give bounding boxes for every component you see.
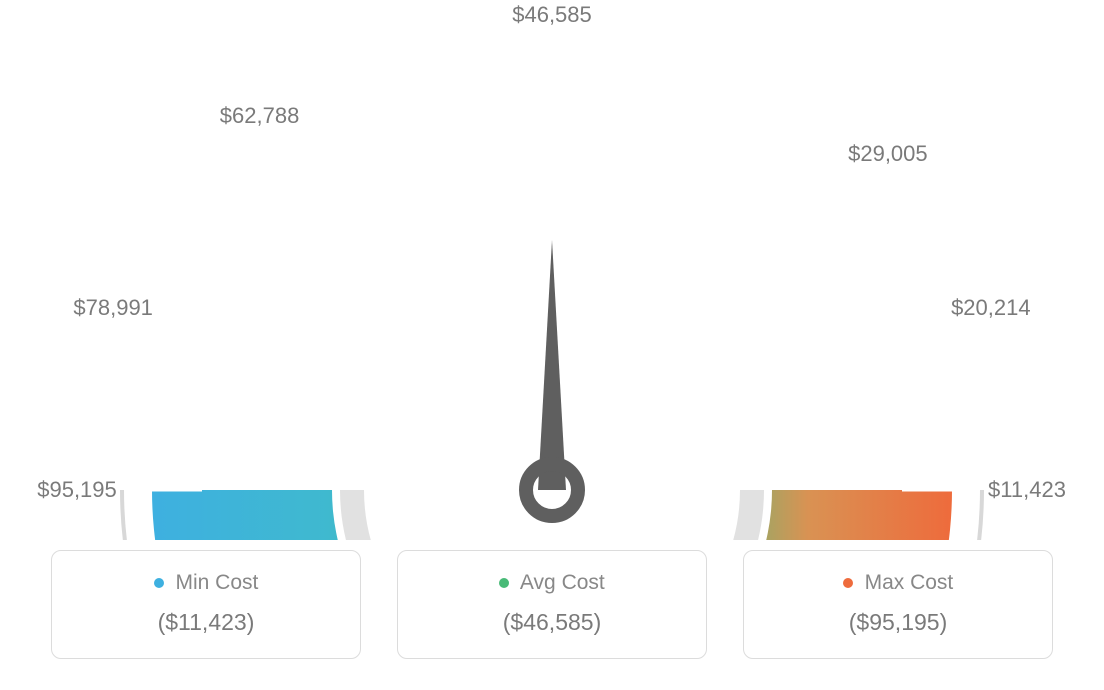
legend-title-max: Max Cost <box>754 571 1042 595</box>
legend-min-value: ($11,423) <box>62 609 350 636</box>
scale-label: $62,788 <box>220 103 300 129</box>
legend-title-avg: Avg Cost <box>408 571 696 595</box>
legend-avg-value: ($46,585) <box>408 609 696 636</box>
legend-avg-title-text: Avg Cost <box>520 571 605 594</box>
scale-label: $46,585 <box>512 2 592 28</box>
dot-icon <box>154 578 164 588</box>
legend-card-max: Max Cost ($95,195) <box>743 550 1053 659</box>
scale-label: $95,195 <box>37 477 117 503</box>
legend-card-avg: Avg Cost ($46,585) <box>397 550 707 659</box>
legend-max-value: ($95,195) <box>754 609 1042 636</box>
legend-card-min: Min Cost ($11,423) <box>51 550 361 659</box>
scale-label: $11,423 <box>988 477 1066 503</box>
scale-label: $20,214 <box>951 295 1031 321</box>
scale-label: $78,991 <box>73 295 153 321</box>
gauge-chart: $11,423 $20,214 $29,005 $46,585 $62,788 $78,9… <box>0 0 1104 540</box>
legend-row: Min Cost ($11,423) Avg Cost ($46,585) Ma… <box>0 550 1104 659</box>
dot-icon <box>499 578 509 588</box>
legend-title-min: Min Cost <box>62 571 350 595</box>
scale-label: $29,005 <box>848 141 928 167</box>
legend-min-title-text: Min Cost <box>175 571 258 594</box>
dot-icon <box>843 578 853 588</box>
gauge-svg <box>0 0 1104 540</box>
legend-max-title-text: Max Cost <box>865 571 954 594</box>
